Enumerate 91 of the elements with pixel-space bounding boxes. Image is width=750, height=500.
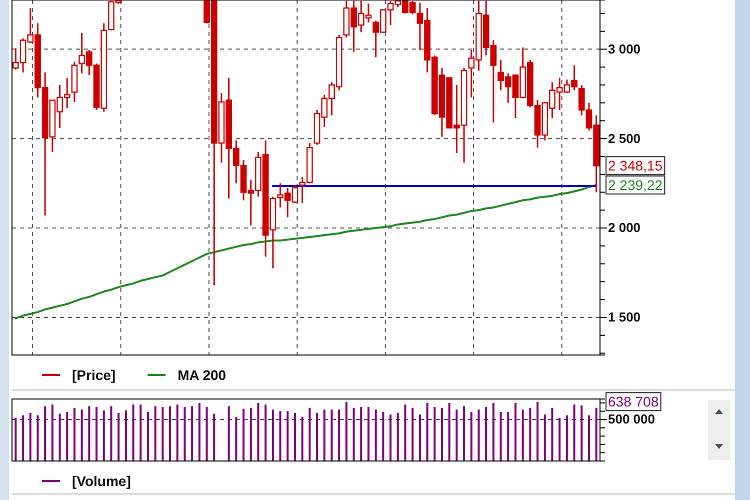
bar: [448, 402, 450, 461]
bar: [308, 408, 311, 461]
bar: [29, 412, 32, 461]
bar: [323, 410, 326, 461]
bar: [191, 406, 194, 461]
bar: [470, 412, 472, 461]
bar: [102, 410, 105, 461]
bar: [316, 412, 318, 461]
bar: [478, 410, 480, 461]
bar: [522, 410, 524, 461]
text: 2 348,15: [608, 158, 663, 174]
y-tick-label: 3 000: [608, 41, 641, 56]
bar: [507, 412, 510, 461]
y-tick-label: 2 500: [608, 130, 641, 146]
bar: [485, 407, 488, 461]
bar: [434, 407, 436, 461]
bar: [463, 406, 466, 461]
bar: [250, 408, 252, 461]
bar: [118, 412, 120, 461]
bar: [536, 402, 539, 461]
bar: [58, 414, 61, 461]
bar: [426, 402, 428, 461]
bar: [264, 404, 267, 461]
text: 2 239,22: [608, 177, 663, 193]
bar: [573, 404, 576, 461]
bar: [124, 410, 127, 461]
bar: [338, 410, 340, 461]
bar: [390, 414, 392, 461]
bar: [242, 408, 245, 461]
bar: [330, 410, 333, 461]
bar: [418, 414, 421, 461]
text: 638 708: [608, 394, 659, 410]
bar: [213, 414, 216, 461]
bar: [14, 418, 17, 461]
bar: [279, 411, 282, 461]
bar: [294, 412, 296, 461]
bar: [345, 402, 348, 461]
bar: [235, 417, 238, 461]
bar: [529, 408, 532, 461]
bar: [132, 404, 134, 461]
bar: [544, 414, 546, 461]
bar: [374, 410, 377, 461]
bar: [352, 408, 355, 461]
bar: [367, 407, 370, 461]
bar: [66, 412, 68, 461]
bar: [286, 411, 289, 461]
bar: [228, 406, 230, 461]
bar: [360, 407, 362, 461]
bar: [440, 408, 443, 461]
bar: [22, 415, 24, 461]
bar: [140, 404, 142, 461]
bar: [551, 408, 554, 461]
bar: [272, 410, 274, 461]
bar: [301, 417, 304, 461]
bar: [566, 415, 568, 461]
bar: [588, 415, 590, 461]
bar: [198, 402, 200, 461]
bar: [88, 406, 90, 461]
bar: [169, 406, 172, 461]
bar: [80, 410, 83, 461]
bar: [412, 408, 414, 461]
bar: [382, 412, 384, 461]
bar: [176, 404, 178, 461]
y-tick-label: 500 000: [608, 412, 655, 427]
bar: [514, 402, 516, 461]
bar: [492, 402, 494, 461]
line-series: [14, 184, 598, 320]
bar: [73, 408, 76, 461]
bar: [110, 406, 112, 461]
bar: [162, 407, 164, 461]
bar: [595, 408, 598, 461]
bar: [146, 412, 149, 461]
legend-label: [Price]: [72, 366, 116, 383]
bar: [154, 406, 156, 461]
bar: [500, 412, 502, 461]
bar: [51, 404, 54, 461]
y-tick-label: 2 000: [608, 220, 641, 236]
legend-label: [Volume]: [72, 472, 131, 489]
legend-label: MA 200: [178, 366, 226, 383]
bar: [206, 407, 208, 461]
bar: [456, 410, 458, 461]
bar: [257, 402, 260, 461]
bar: [96, 407, 98, 461]
y-tick-label: 1 500: [608, 310, 641, 325]
bar: [184, 407, 186, 461]
bar: [580, 405, 583, 461]
bar: [44, 406, 46, 461]
bar: [404, 404, 406, 461]
bar: [396, 412, 399, 461]
bar: [558, 418, 561, 461]
bar: [36, 415, 39, 461]
